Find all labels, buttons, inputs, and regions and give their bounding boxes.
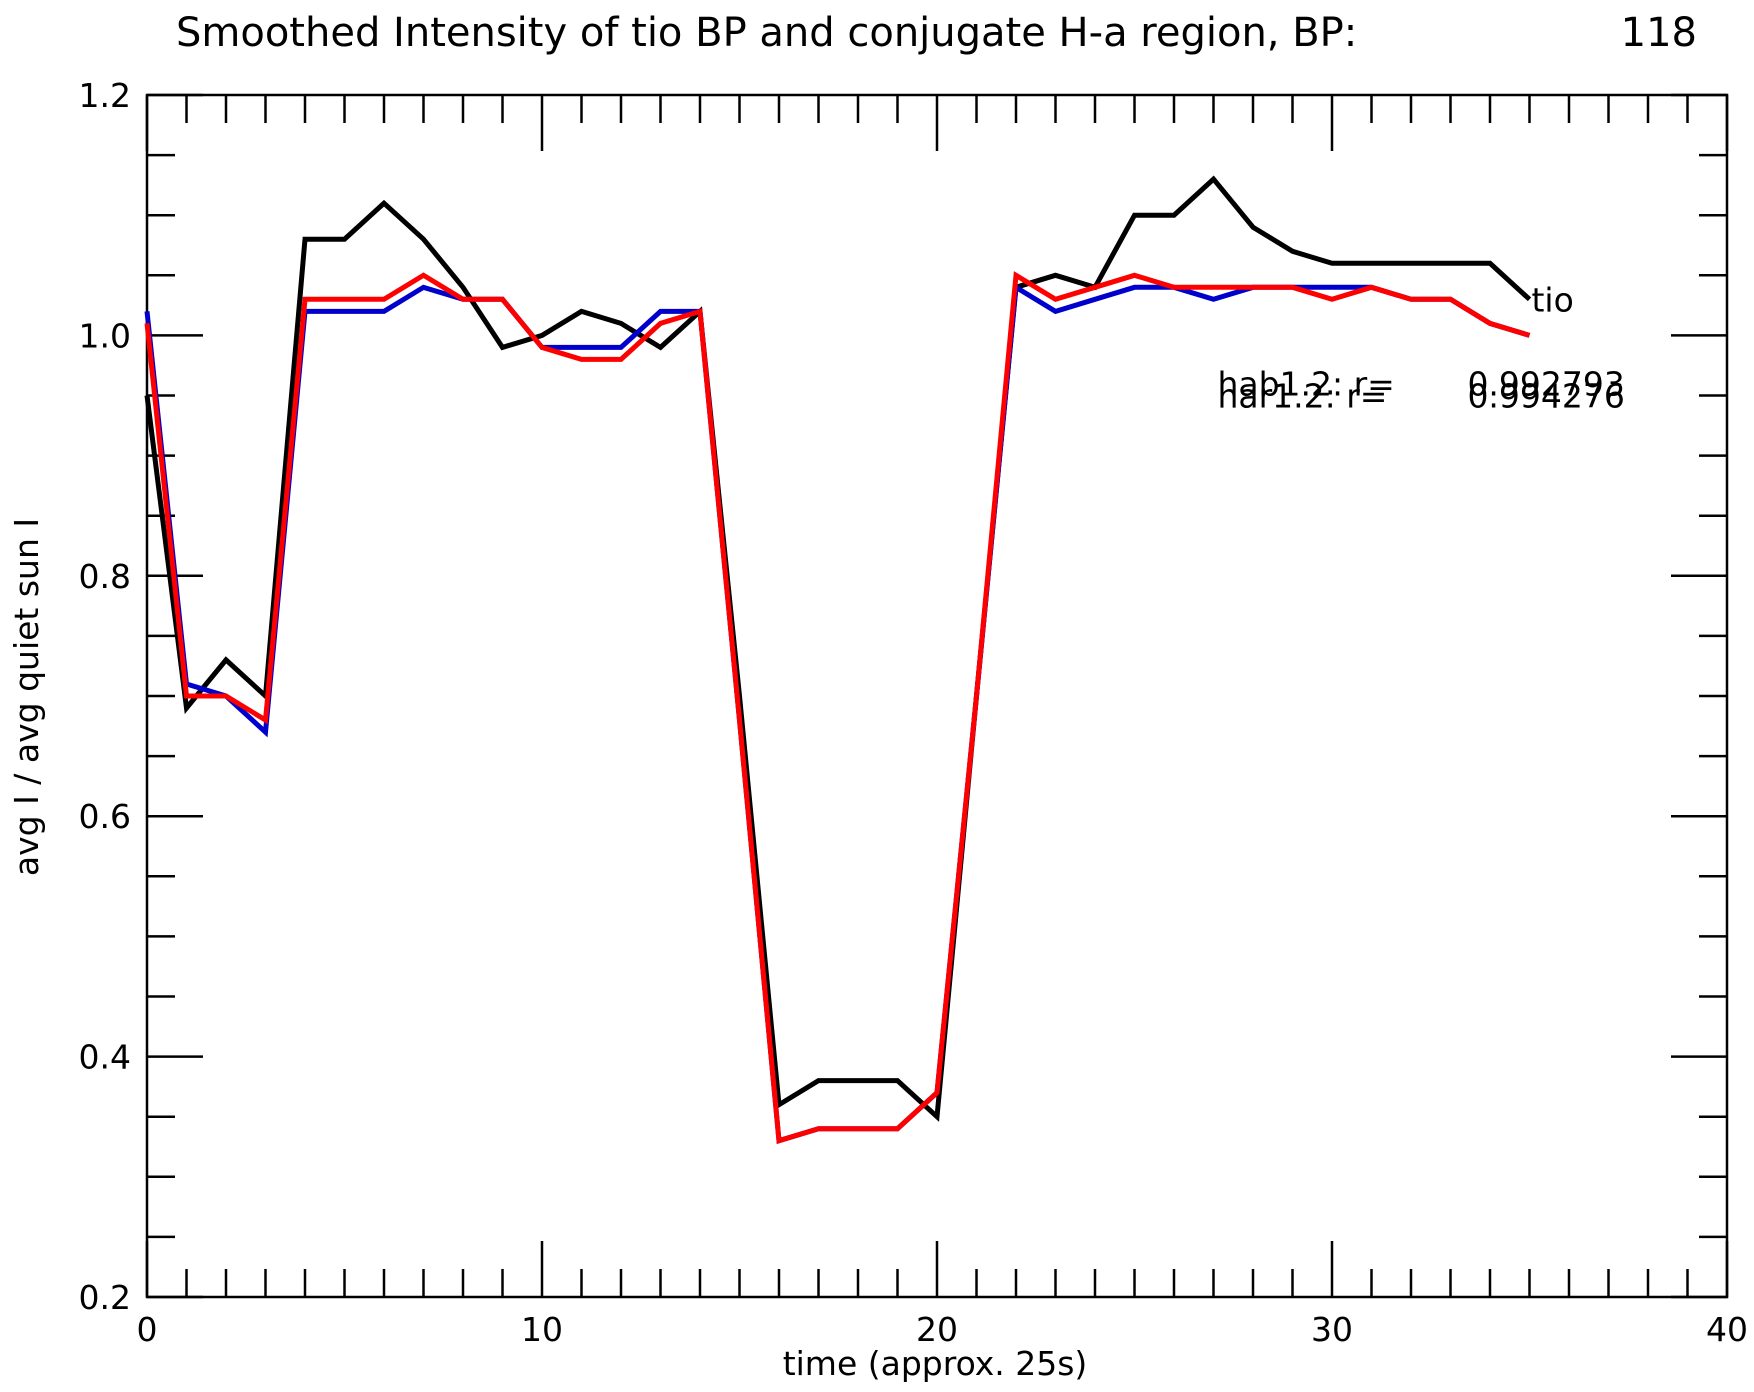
y-tick-label: 1.0 <box>79 316 131 355</box>
chart-title-value: 118 <box>1621 10 1697 56</box>
x-tick-label: 0 <box>137 1310 158 1349</box>
x-tick-label: 10 <box>521 1310 563 1349</box>
chart-title: Smoothed Intensity of tio BP and conjuga… <box>176 10 1357 56</box>
series-line-har1-2 <box>144 271 1531 1144</box>
y-tick-label: 0.4 <box>79 1038 131 1077</box>
y-tick-label: 0.6 <box>79 797 131 836</box>
series-line-tio <box>144 175 1532 1122</box>
x-axis-label: time (approx. 25s) <box>783 1344 1088 1383</box>
annotation-har1-2-r: har1.2: r= <box>1217 377 1387 416</box>
x-tick-label: 20 <box>916 1310 958 1349</box>
annotation-hab1-2-r: hab1.2: r= <box>1217 364 1394 403</box>
y-tick-labels: 0.2 0.4 0.6 0.8 1.0 1.2 <box>79 76 131 1317</box>
y-axis-label: avg I / avg quiet sun I <box>7 518 46 876</box>
y-tick-label: 0.2 <box>79 1278 131 1317</box>
annotation-value-har1-2-r: 0.994276 <box>1467 377 1624 416</box>
annotation-tio: tio <box>1531 280 1573 319</box>
x-tick-labels: 0 10 20 30 40 <box>137 1310 1749 1349</box>
annotation-value-hab1-2-r: 0.992793 <box>1467 364 1624 403</box>
series-layer <box>144 175 1532 1144</box>
annotation-layer: tio hab1.2: r= 0.992793 har1.2: r= 0.994276 <box>1217 280 1624 415</box>
x-tick-label: 30 <box>1311 1310 1353 1349</box>
x-tick-label: 40 <box>1706 1310 1748 1349</box>
y-tick-label: 0.8 <box>79 557 131 596</box>
y-tick-label: 1.2 <box>79 76 131 115</box>
axes <box>145 93 1729 1299</box>
